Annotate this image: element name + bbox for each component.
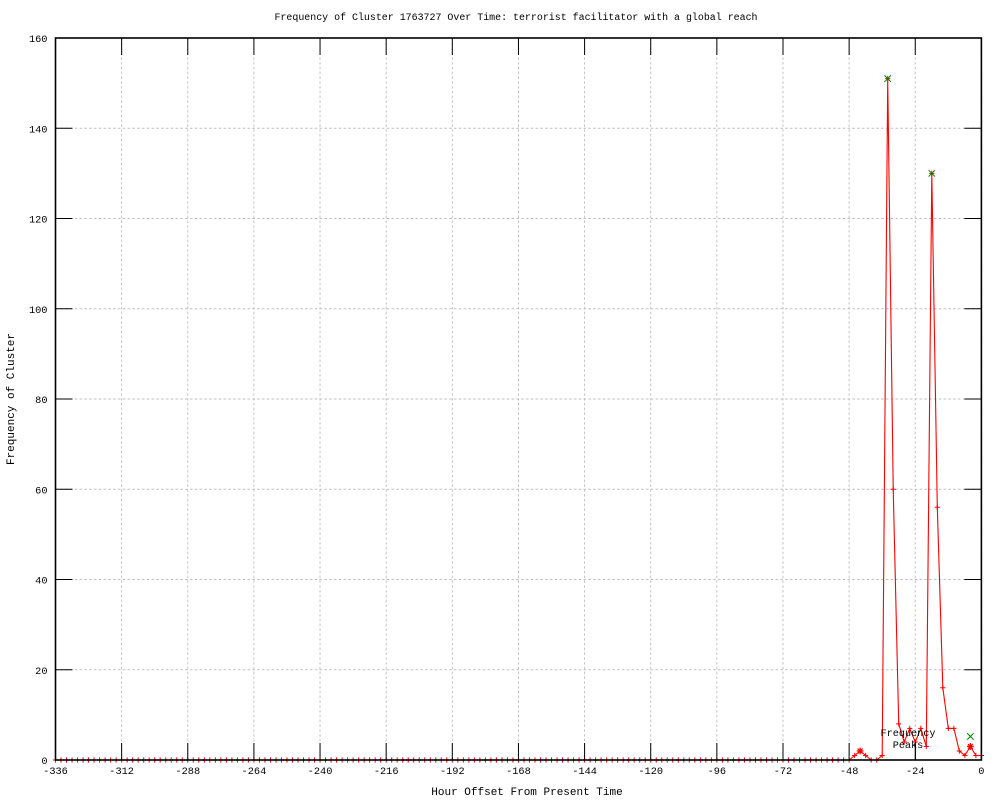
svg-text:0: 0: [978, 766, 984, 778]
svg-text:-168: -168: [506, 766, 531, 778]
svg-text:-96: -96: [708, 766, 727, 778]
svg-text:Frequency: Frequency: [880, 729, 935, 740]
svg-text:160: 160: [29, 34, 48, 46]
svg-text:-48: -48: [840, 766, 859, 778]
svg-text:-288: -288: [175, 766, 200, 778]
svg-text:-240: -240: [308, 766, 333, 778]
svg-text:140: 140: [29, 124, 48, 136]
svg-text:Peaks: Peaks: [893, 740, 924, 752]
svg-text:Frequency of Cluster 1763727 O: Frequency of Cluster 1763727 Over Time: …: [274, 12, 757, 23]
svg-text:-24: -24: [906, 766, 925, 778]
svg-text:60: 60: [35, 485, 47, 497]
svg-text:40: 40: [35, 576, 47, 588]
svg-text:Frequency of Cluster: Frequency of Cluster: [6, 333, 18, 465]
svg-text:-312: -312: [109, 766, 134, 778]
svg-text:-216: -216: [374, 766, 399, 778]
svg-text:120: 120: [29, 215, 48, 227]
svg-text:-144: -144: [572, 766, 597, 778]
svg-text:-192: -192: [440, 766, 465, 778]
svg-text:-120: -120: [638, 766, 663, 778]
svg-text:0: 0: [41, 756, 47, 768]
svg-text:20: 20: [35, 666, 47, 678]
svg-text:-72: -72: [774, 766, 793, 778]
svg-text:80: 80: [35, 395, 47, 407]
svg-text:Hour Offset From Present Time: Hour Offset From Present Time: [431, 787, 622, 799]
svg-text:100: 100: [29, 305, 48, 317]
svg-text:-264: -264: [242, 766, 267, 778]
